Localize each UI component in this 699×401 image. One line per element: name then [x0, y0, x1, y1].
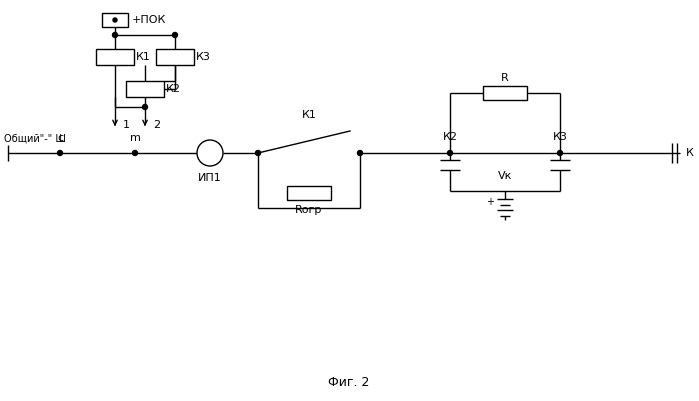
Bar: [102, 13, 128, 27]
Text: Vк: Vк: [498, 171, 512, 181]
Circle shape: [197, 140, 223, 166]
Bar: [126, 81, 164, 97]
Text: +ПОК: +ПОК: [132, 15, 166, 25]
Circle shape: [113, 32, 117, 38]
Text: Общий"-" Ш: Общий"-" Ш: [4, 134, 66, 144]
Text: К1: К1: [301, 110, 317, 120]
Circle shape: [256, 151, 260, 155]
Circle shape: [57, 150, 62, 156]
Text: К2: К2: [442, 132, 458, 142]
Bar: [96, 49, 134, 65]
Text: Rогр: Rогр: [295, 205, 323, 215]
Text: К3: К3: [196, 52, 211, 62]
Text: К3: К3: [553, 132, 568, 142]
Bar: [287, 186, 331, 200]
Text: Фиг. 2: Фиг. 2: [329, 377, 370, 389]
Circle shape: [357, 150, 363, 156]
Circle shape: [447, 150, 452, 156]
Text: R: R: [501, 73, 509, 83]
Text: m: m: [129, 133, 140, 143]
Circle shape: [358, 151, 362, 155]
Bar: [156, 49, 194, 65]
Text: К: К: [686, 148, 694, 158]
Circle shape: [256, 150, 261, 156]
Text: 1: 1: [123, 120, 130, 130]
Circle shape: [173, 32, 178, 38]
Text: 2: 2: [153, 120, 160, 130]
Circle shape: [558, 150, 563, 156]
Text: К1: К1: [136, 52, 151, 62]
Circle shape: [133, 150, 138, 156]
Text: ИП1: ИП1: [198, 173, 222, 183]
Text: +: +: [486, 197, 494, 207]
Circle shape: [143, 105, 147, 109]
Circle shape: [113, 18, 117, 22]
Bar: [483, 86, 527, 100]
Text: К2: К2: [166, 84, 181, 94]
Text: с: с: [57, 133, 63, 143]
